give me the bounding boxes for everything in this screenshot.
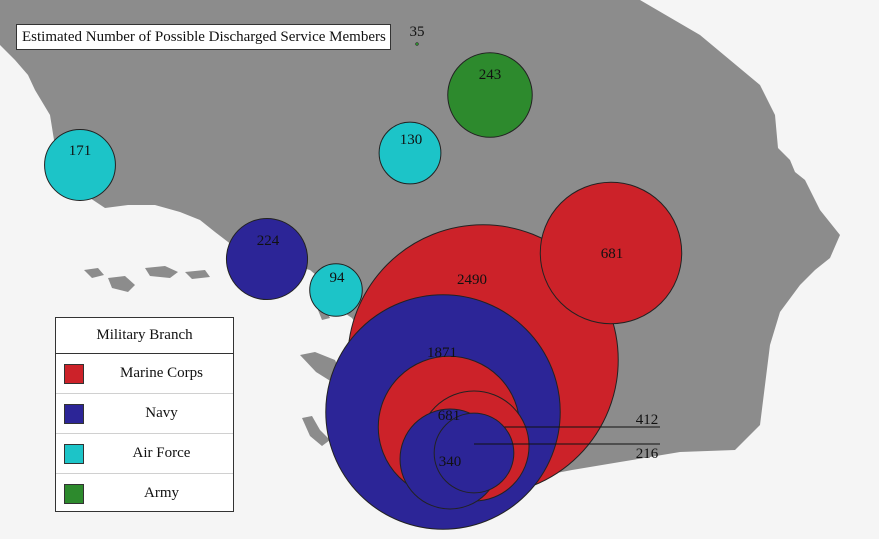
land-island-1 [84,268,104,278]
bubble-layer: 2490 1871 681 681 412 340 243 224 216 171 130 94 35 [44,24,683,530]
bubble-air-force [44,129,116,201]
bubble-marine-corps [539,181,683,325]
legend-item-air-force: Air Force [56,434,233,474]
bubble-value-label: 171 [69,143,92,159]
legend-swatch-army [64,484,84,504]
legend-title: Military Branch [56,318,233,354]
bubble-air-force [309,263,363,317]
bubble-value-label: 681 [438,408,461,424]
legend-label: Marine Corps [120,365,203,381]
land-island-2 [108,276,135,292]
bubble-value-label: 243 [479,67,502,83]
map-title: Estimated Number of Possible Discharged … [16,24,391,50]
bubble-navy [433,412,515,494]
legend-swatch-navy [64,404,84,424]
legend-label: Army [144,485,179,501]
bubble-air-force [378,121,442,185]
bubble-value-label: 216 [636,446,659,462]
legend-item-army: Army [56,474,233,513]
bubble-value-label: 94 [330,270,346,286]
bubble-value-label: 412 [636,412,659,428]
land-island-6 [302,416,330,446]
legend-item-navy: Navy [56,394,233,434]
legend-swatch-marine-corps [64,364,84,384]
legend-label: Air Force [132,445,191,461]
bubble-value-label: 1871 [427,345,457,361]
legend: Military Branch Marine Corps Navy Air Fo… [55,317,234,512]
land-island-3 [145,266,178,278]
bubble-value-label: 224 [257,233,280,249]
land-island-4 [185,270,210,279]
bubble-army [415,42,419,46]
bubble-value-label: 681 [601,246,624,262]
bubble-value-label: 35 [410,24,425,40]
bubble-value-label: 2490 [457,272,487,288]
bubble-navy [225,217,309,301]
bubble-army [447,52,533,138]
legend-item-marine-corps: Marine Corps [56,354,233,394]
bubble-value-label: 340 [439,454,462,470]
legend-swatch-air-force [64,444,84,464]
bubble-value-label: 130 [400,132,423,148]
legend-label: Navy [145,405,178,421]
